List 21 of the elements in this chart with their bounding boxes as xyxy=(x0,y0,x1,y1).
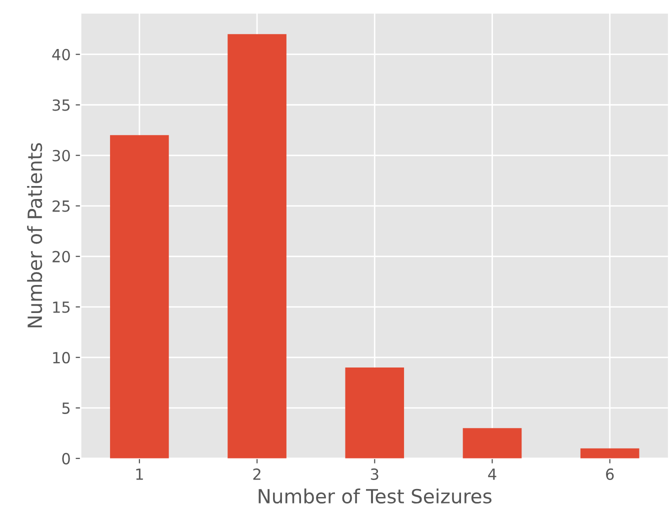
x-tick-label: 4 xyxy=(488,468,496,480)
y-tick-label: 35 xyxy=(52,99,70,111)
bar xyxy=(580,448,640,458)
x-tick-label: 2 xyxy=(253,468,260,480)
x-tick-label: 3 xyxy=(370,468,378,480)
x-tick-label: 1 xyxy=(136,468,143,480)
y-axis-title: Number of Patients xyxy=(27,143,42,328)
y-tick-label: 10 xyxy=(53,352,70,364)
bar xyxy=(228,34,286,458)
y-tick-label: 0 xyxy=(62,452,70,464)
y-tick-label: 20 xyxy=(52,250,70,262)
x-tick-label: 6 xyxy=(606,468,614,480)
x-axis-title: Number of Test Seizures xyxy=(258,488,492,504)
y-tick-label: 30 xyxy=(52,150,70,162)
bar xyxy=(110,135,169,458)
y-tick-label: 15 xyxy=(53,302,70,313)
y-tick-label: 25 xyxy=(52,200,70,212)
y-tick-label: 5 xyxy=(62,402,70,414)
bar xyxy=(462,428,522,458)
bar xyxy=(345,368,404,458)
y-tick-label: 40 xyxy=(52,48,70,60)
